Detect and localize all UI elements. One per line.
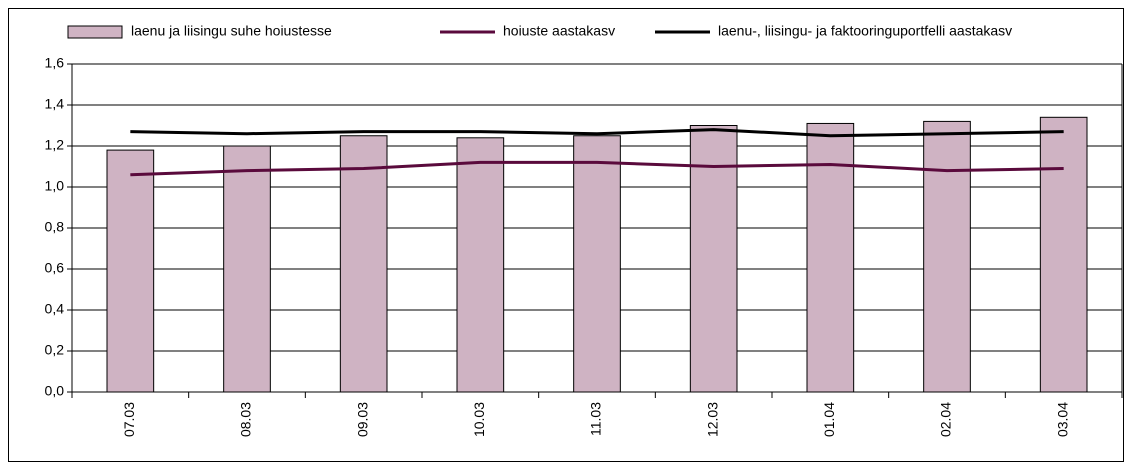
bar (573, 135, 621, 393)
y-tick-label: 1,0 (45, 178, 65, 194)
bar (456, 137, 505, 393)
x-tick-label: 12.03 (704, 402, 720, 437)
y-tick-label: 0,8 (45, 219, 65, 235)
x-tick-label: 01.04 (821, 402, 837, 437)
x-tick-label: 10.03 (471, 402, 487, 437)
y-tick-label: 0,2 (45, 342, 65, 358)
x-tick-label: 11.03 (588, 402, 604, 436)
y-tick-label: 1,2 (45, 137, 65, 153)
legend-swatch (67, 25, 123, 39)
y-tick-label: 0,0 (45, 383, 65, 399)
y-tick-label: 0,6 (45, 260, 65, 276)
y-tick-label: 1,6 (45, 55, 65, 71)
bar (339, 135, 388, 393)
bar (689, 125, 738, 393)
legend-label: hoiuste aastakasv (503, 23, 615, 39)
bar (106, 149, 155, 393)
line (130, 160, 1064, 177)
legend-label: laenu ja liisingu suhe hoiustesse (131, 23, 332, 39)
y-tick-label: 1,4 (45, 96, 65, 112)
bar (223, 145, 271, 393)
legend-label: laenu-, liisingu- ja faktooringuportfell… (718, 23, 1012, 39)
x-tick-label: 03.04 (1054, 402, 1070, 437)
line (130, 128, 1064, 138)
x-tick-label: 07.03 (121, 402, 137, 437)
bar (1039, 116, 1088, 393)
bar (923, 120, 971, 393)
x-tick-label: 09.03 (354, 402, 370, 437)
y-tick-label: 0,4 (45, 301, 65, 317)
x-tick-label: 02.04 (938, 402, 954, 437)
x-tick-label: 08.03 (238, 402, 254, 437)
